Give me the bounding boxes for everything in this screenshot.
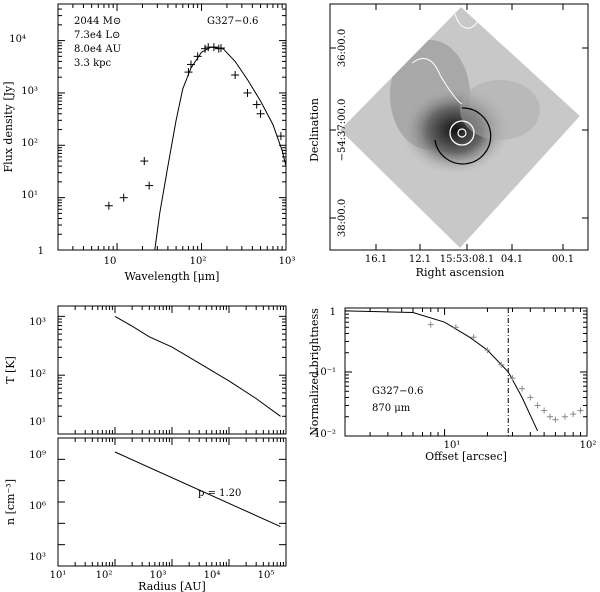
sed-source-name: G327−0.6 (207, 16, 258, 27)
dens-annotation: p = 1.20 (198, 488, 241, 499)
image-xtick-4: 00.1 (552, 254, 574, 265)
dens-xtick-4: 10⁵ (258, 570, 275, 581)
image-ytick-1: −54:37:00.0 (337, 99, 348, 162)
prof-observed-points (427, 321, 584, 423)
sed-xtick-2: 10³ (279, 256, 296, 267)
sed-param-radius: 8.0e4 AU (74, 44, 121, 55)
profile-panel: G327−0.6 870 μm 1 10⁻¹ 10⁻² Normalized b… (308, 307, 596, 463)
image-contour-outer (411, 58, 463, 105)
dens-ytick-1: 10⁶ (29, 501, 46, 512)
dens-ytick-2: 10³ (29, 552, 46, 563)
sed-ytick-3: 10¹ (21, 190, 38, 201)
prof-model-curve (344, 310, 539, 432)
dens-xtick-3: 10⁴ (204, 570, 221, 581)
image-xtick-1: 12.1 (409, 254, 431, 265)
sed-xtick-1: 10² (190, 256, 207, 267)
dens-xtick-2: 10³ (150, 570, 167, 581)
dens-ylabel: n [cm⁻³] (4, 479, 17, 525)
sed-ytick-2: 10² (21, 138, 38, 149)
temperature-panel: 10³ 10² 10¹ T [K] (4, 305, 287, 435)
prof-ytick-1: 10⁻¹ (314, 367, 336, 378)
image-ticks (330, 4, 588, 250)
sed-points (104, 43, 285, 210)
sed-panel: 2044 M⊙ 7.3e4 L⊙ 8.0e4 AU 3.3 kpc G327−0… (2, 3, 296, 283)
image-frame (329, 3, 589, 251)
image-map (340, 7, 580, 248)
image-xtick-3: 04.1 (501, 254, 523, 265)
sed-xtick-0: 10 (104, 256, 117, 267)
sed-ylabel: Flux density [Jy] (2, 81, 15, 172)
image-xlabel: Right ascension (416, 266, 505, 279)
dens-curve (114, 451, 281, 528)
image-panel: 36:00.0 −54:37:00.0 38:00.0 Declination … (308, 3, 589, 279)
sed-param-lum: 7.3e4 L⊙ (74, 30, 120, 41)
image-ytick-2: 38:00.0 (337, 199, 348, 237)
prof-xtick-1: 10² (580, 440, 597, 451)
sed-ticks (57, 3, 287, 251)
prof-wavelength: 870 μm (372, 403, 411, 414)
dens-ticks (57, 437, 287, 567)
image-xtick-2: 15:53:08.1 (440, 254, 494, 265)
temp-ytick-0: 10³ (29, 317, 46, 328)
image-ytick-0: 36:00.0 (337, 29, 348, 67)
density-panel: p = 1.20 10⁹ 10⁶ 10³ n [cm⁻³] 10¹ 10² 10… (4, 437, 287, 592)
prof-source-name: G327−0.6 (372, 386, 423, 397)
prof-ticks (344, 307, 588, 437)
sed-param-distance: 3.3 kpc (74, 58, 112, 69)
prof-xlabel: Offset [arcsec] (425, 450, 507, 463)
prof-xtick-0: 10¹ (444, 440, 461, 451)
prof-ytick-2: 10⁻² (314, 429, 336, 440)
image-contour-inner (449, 120, 475, 146)
prof-ylabel: Normalized brightness (308, 308, 321, 436)
temp-ylabel: T [K] (4, 356, 17, 384)
dens-xtick-0: 10¹ (50, 570, 67, 581)
prof-ytick-0: 1 (330, 307, 336, 318)
dens-ytick-0: 10⁹ (29, 450, 46, 461)
sed-xlabel: Wavelength [μm] (125, 270, 220, 283)
image-ylabel: Declination (308, 98, 321, 162)
temp-ticks (57, 306, 287, 435)
temp-ytick-2: 10¹ (29, 417, 46, 428)
sed-param-mass: 2044 M⊙ (74, 16, 121, 27)
dens-frame (57, 437, 287, 567)
dens-xtick-1: 10² (96, 570, 113, 581)
sed-frame (57, 3, 287, 251)
sed-ytick-1: 10³ (21, 86, 38, 97)
dens-xlabel: Radius [AU] (138, 580, 206, 592)
image-peak-contour (457, 128, 467, 138)
image-contour-black (434, 107, 492, 165)
temp-curve (114, 315, 281, 417)
sed-ytick-0: 10⁴ (9, 34, 26, 45)
temp-ytick-1: 10² (29, 369, 46, 380)
sed-model-curve (154, 46, 287, 251)
sed-ytick-4: 1 (38, 246, 44, 257)
temp-frame (57, 305, 287, 435)
image-xtick-0: 16.1 (365, 254, 387, 265)
